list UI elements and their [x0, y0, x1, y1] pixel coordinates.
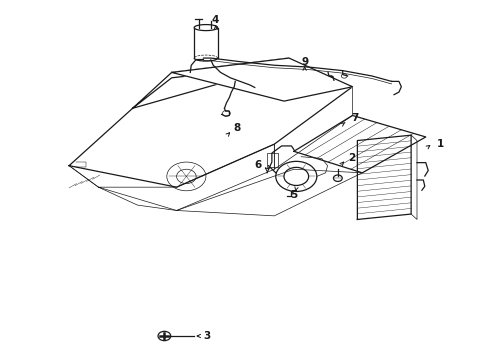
Text: 7: 7: [352, 113, 359, 123]
Polygon shape: [172, 58, 352, 101]
Text: 5: 5: [290, 190, 297, 200]
Text: 8: 8: [234, 123, 241, 133]
Text: 1: 1: [437, 139, 444, 149]
Text: 4: 4: [212, 15, 220, 26]
Text: 6: 6: [254, 159, 261, 170]
Text: 9: 9: [301, 57, 308, 67]
Text: 3: 3: [203, 331, 211, 341]
Text: 2: 2: [348, 153, 355, 163]
Bar: [267, 153, 278, 167]
